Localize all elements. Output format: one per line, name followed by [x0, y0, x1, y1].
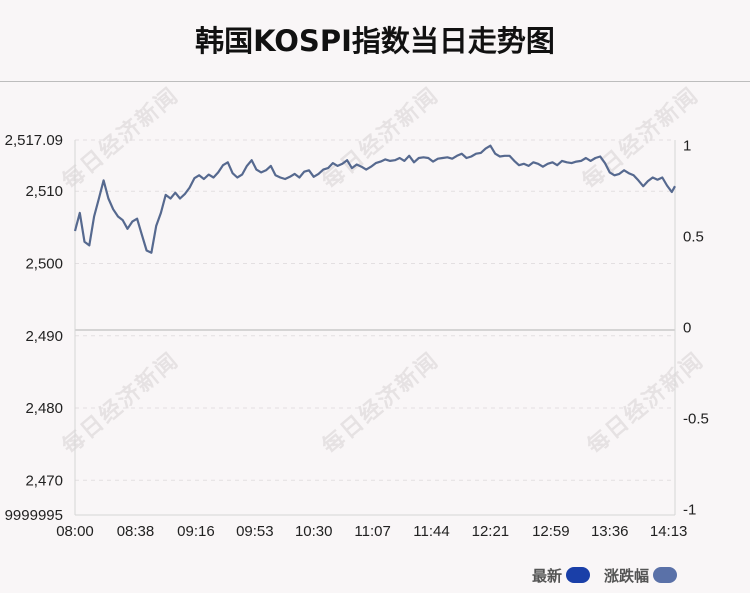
x-tick-label: 14:13	[650, 523, 688, 540]
y-right-tick-label: 0	[683, 320, 691, 337]
chart-grid	[75, 139, 675, 516]
y-left-tick-label: 2,510	[25, 183, 63, 200]
y-right-tick-label: -0.5	[683, 411, 709, 428]
chart-axes	[74, 140, 676, 516]
y-left-tick-label: 9999995	[5, 507, 63, 524]
x-tick-label: 12:59	[532, 523, 570, 540]
y-left-tick-label: 2,480	[25, 400, 63, 417]
legend-item-change[interactable]: 涨跌幅	[604, 565, 678, 586]
x-tick-label: 13:36	[591, 523, 629, 540]
watermark-text: 每日经济新闻	[57, 82, 184, 194]
x-tick-label: 12:21	[472, 523, 510, 540]
y-left-tick-label: 2,470	[25, 472, 63, 489]
y-right-tick-label: 1	[683, 137, 691, 154]
title-divider	[0, 81, 750, 82]
x-tick-label: 11:07	[354, 523, 390, 540]
watermark-text: 每日经济新闻	[57, 347, 184, 459]
y-left-tick-label: 2,517.09	[5, 132, 63, 149]
chart-series	[73, 144, 676, 254]
y-right-tick-label: 0.5	[683, 228, 704, 245]
y-left-tick-label: 2,490	[25, 328, 63, 345]
x-tick-label: 09:53	[236, 523, 274, 540]
legend-label-change: 涨跌幅	[604, 566, 650, 585]
x-tick-label: 09:16	[177, 523, 215, 540]
x-tick-label: 08:00	[56, 523, 94, 540]
chart-legend: 最新 涨跌幅	[532, 564, 691, 586]
chart-tick-labels: 9999995 2,470 2,480 2,490 2,500 2,510 2,517.09…	[5, 132, 709, 540]
watermark-text: 每日经济新闻	[317, 347, 444, 459]
legend-item-latest[interactable]: 最新	[532, 565, 591, 586]
watermark-text: 每日经济新闻	[317, 82, 444, 194]
legend-swatch-change	[653, 567, 678, 583]
y-left-tick-label: 2,500	[25, 256, 63, 273]
x-tick-label: 11:44	[413, 523, 449, 540]
y-right-tick-label: -1	[683, 502, 696, 519]
series-line-latest	[73, 144, 676, 254]
watermark-text: 每日经济新闻	[582, 347, 709, 459]
legend-label-latest: 最新	[532, 566, 563, 585]
x-tick-label: 10:30	[295, 523, 333, 540]
legend-swatch-latest	[566, 567, 591, 583]
page-title: 韩国KOSPI指数当日走势图	[195, 24, 555, 58]
x-tick-label: 08:38	[117, 523, 155, 540]
